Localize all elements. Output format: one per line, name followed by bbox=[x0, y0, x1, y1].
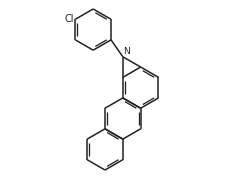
Text: Cl: Cl bbox=[65, 14, 75, 24]
Text: N: N bbox=[123, 47, 130, 56]
